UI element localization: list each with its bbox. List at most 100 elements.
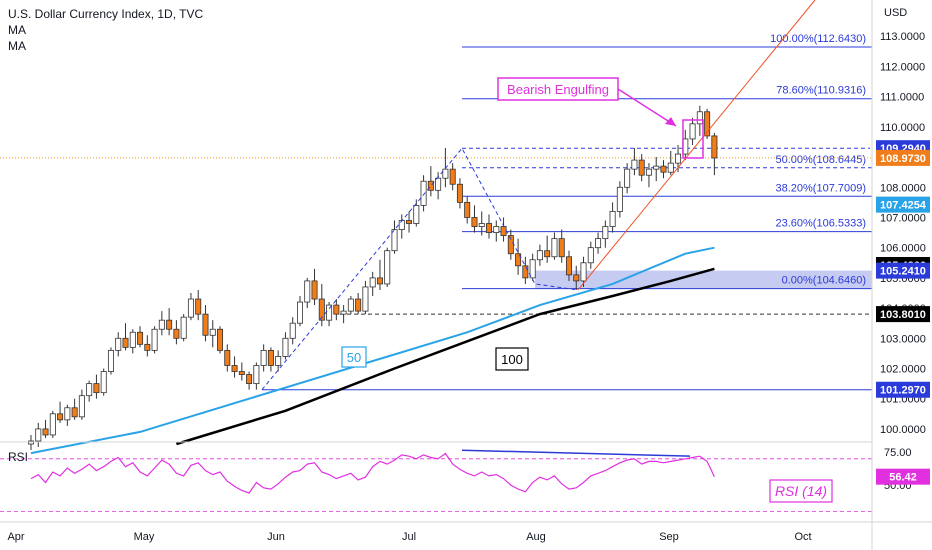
candle[interactable] — [326, 302, 333, 327]
candle[interactable] — [347, 296, 354, 315]
candle[interactable] — [391, 220, 398, 254]
candle[interactable] — [631, 148, 638, 176]
candle[interactable] — [522, 256, 529, 284]
candle[interactable] — [398, 214, 405, 239]
candle[interactable] — [27, 434, 34, 451]
ma-50-tag — [341, 346, 367, 368]
candle[interactable] — [93, 374, 100, 399]
candle[interactable] — [318, 283, 325, 327]
candle[interactable] — [100, 368, 107, 396]
candle[interactable] — [129, 329, 136, 354]
candle[interactable] — [238, 362, 245, 381]
candle[interactable] — [282, 332, 289, 360]
candle[interactable] — [217, 326, 224, 354]
candle[interactable] — [551, 232, 558, 260]
candle[interactable] — [35, 422, 42, 448]
candle-body — [129, 331, 136, 348]
candle[interactable] — [420, 175, 427, 212]
candle[interactable] — [471, 205, 478, 233]
candle[interactable] — [464, 196, 471, 224]
candle[interactable] — [224, 344, 231, 372]
candle[interactable] — [507, 229, 514, 260]
candle[interactable] — [231, 356, 238, 378]
candle[interactable] — [166, 308, 173, 336]
candle[interactable] — [435, 172, 442, 200]
candle[interactable] — [558, 229, 565, 263]
candle[interactable] — [180, 314, 187, 342]
candle[interactable] — [667, 151, 674, 176]
candle[interactable] — [296, 296, 303, 327]
bearish-engulfing-label: Bearish Engulfing — [507, 82, 609, 97]
candle[interactable] — [573, 265, 580, 290]
trendline[interactable] — [577, 0, 816, 291]
candle[interactable] — [616, 181, 623, 218]
candle[interactable] — [333, 299, 340, 321]
candle[interactable] — [57, 401, 64, 423]
candle[interactable] — [515, 238, 522, 275]
candle[interactable] — [645, 163, 652, 188]
rsi-line[interactable] — [30, 452, 715, 494]
candle[interactable] — [64, 404, 71, 426]
candle[interactable] — [362, 280, 369, 315]
candle[interactable] — [267, 347, 274, 372]
candle[interactable] — [638, 154, 645, 182]
candle[interactable] — [653, 157, 660, 182]
candle[interactable] — [144, 335, 151, 357]
candle[interactable] — [595, 232, 602, 254]
candle[interactable] — [246, 371, 253, 390]
candle[interactable] — [107, 347, 114, 375]
candle[interactable] — [696, 105, 703, 136]
candle[interactable] — [456, 178, 463, 209]
candle[interactable] — [660, 160, 667, 179]
candle[interactable] — [209, 320, 216, 348]
candle[interactable] — [115, 332, 122, 357]
candle[interactable] — [580, 256, 587, 287]
candle[interactable] — [704, 108, 711, 139]
candle[interactable] — [49, 410, 56, 438]
ma-100-line[interactable] — [176, 267, 715, 446]
candle[interactable] — [624, 163, 631, 194]
candle[interactable] — [449, 163, 456, 191]
candle[interactable] — [187, 292, 194, 321]
candle[interactable] — [311, 268, 318, 306]
candle[interactable] — [689, 117, 696, 145]
candle[interactable] — [500, 217, 507, 242]
candle[interactable] — [406, 211, 413, 233]
candle[interactable] — [565, 250, 572, 281]
candle[interactable] — [369, 271, 376, 297]
candle[interactable] — [478, 211, 485, 236]
candle[interactable] — [137, 326, 144, 348]
candle[interactable] — [151, 326, 158, 354]
candle[interactable] — [289, 317, 296, 345]
candle[interactable] — [340, 305, 347, 324]
candle[interactable] — [304, 277, 311, 309]
candle[interactable] — [253, 362, 260, 390]
candle[interactable] — [587, 241, 594, 269]
candle[interactable] — [173, 320, 180, 345]
candle[interactable] — [376, 259, 383, 290]
candle[interactable] — [71, 398, 78, 420]
candle[interactable] — [202, 305, 209, 342]
candle-body — [158, 319, 165, 330]
candle[interactable] — [544, 235, 551, 263]
candle[interactable] — [486, 214, 493, 239]
candle[interactable] — [275, 350, 282, 372]
ma-50-line[interactable] — [30, 246, 715, 455]
candle[interactable] — [78, 389, 85, 420]
candle[interactable] — [42, 419, 49, 438]
candle[interactable] — [384, 247, 391, 287]
candle[interactable] — [122, 323, 129, 351]
candle[interactable] — [493, 220, 500, 242]
candle[interactable] — [158, 311, 165, 336]
candle[interactable] — [609, 202, 616, 233]
candle[interactable] — [260, 344, 267, 372]
candle[interactable] — [602, 220, 609, 248]
candle[interactable] — [427, 166, 434, 197]
candle[interactable] — [195, 289, 202, 321]
candle[interactable] — [529, 253, 536, 281]
candle[interactable] — [536, 244, 543, 266]
candle[interactable] — [86, 380, 93, 402]
candle[interactable] — [355, 292, 362, 315]
candle[interactable] — [711, 132, 718, 176]
